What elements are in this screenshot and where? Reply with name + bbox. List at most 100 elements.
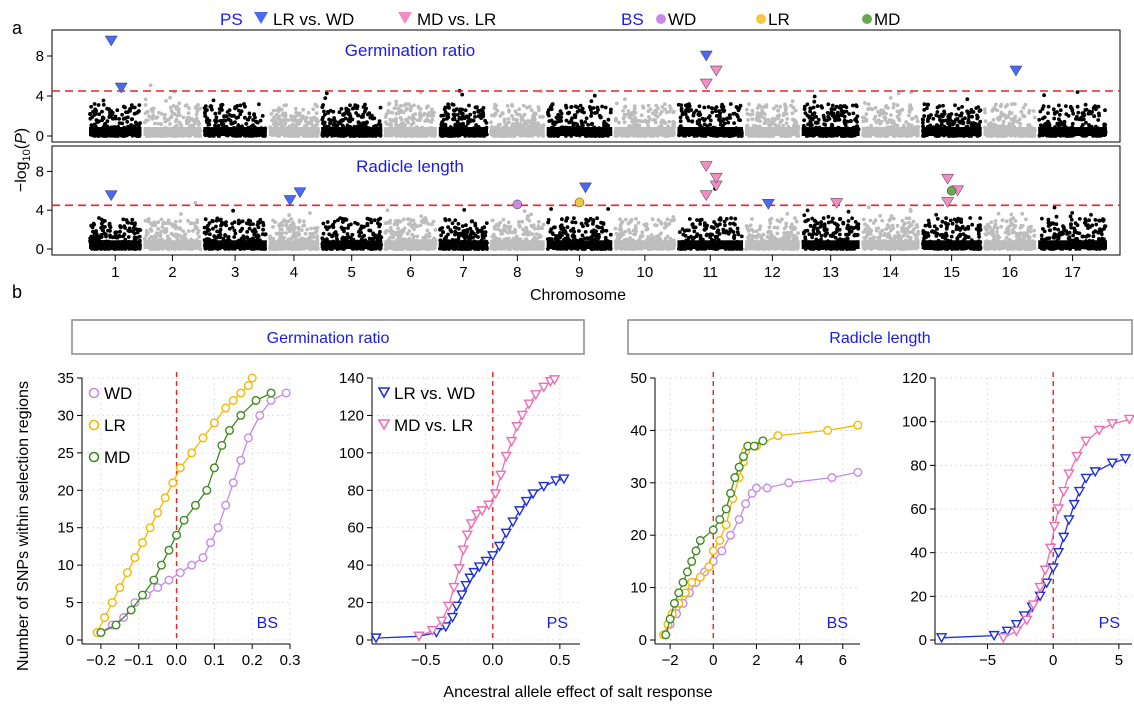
snp-point — [1019, 109, 1024, 114]
snp-point — [159, 112, 164, 116]
snp-point — [207, 122, 212, 127]
snp-point — [175, 233, 180, 237]
snp-point — [247, 226, 252, 231]
snp-point — [694, 108, 699, 113]
snp-point — [348, 119, 353, 124]
snp-point — [170, 111, 175, 115]
snp-point — [236, 123, 241, 128]
snp-point — [452, 108, 456, 113]
snp-point — [309, 234, 314, 239]
snp-point — [520, 115, 525, 119]
snp-density-block — [546, 127, 613, 136]
snp-point — [133, 221, 137, 226]
snp-point — [192, 221, 197, 226]
snp-point — [164, 221, 169, 226]
snp-point — [541, 222, 546, 227]
snp-point — [860, 115, 865, 120]
snp-point — [506, 117, 511, 121]
snp-point — [874, 120, 879, 125]
snp-point — [286, 219, 291, 224]
snp-point — [662, 102, 667, 106]
snp-point — [532, 115, 537, 119]
snp-point — [476, 235, 480, 239]
snp-point — [177, 101, 182, 106]
snp-point — [396, 106, 400, 111]
snp-point — [145, 118, 150, 123]
snp-point — [580, 106, 585, 111]
snp-point — [931, 116, 936, 121]
snp-point — [606, 123, 611, 128]
snp-point — [291, 118, 296, 123]
snp-point — [1052, 116, 1057, 121]
snp-point — [261, 227, 265, 232]
snp-point — [314, 229, 319, 234]
snp-point — [323, 96, 328, 100]
snp-point — [654, 109, 659, 114]
snp-point — [1027, 110, 1031, 115]
snp-point — [242, 102, 246, 106]
snp-point — [758, 119, 762, 123]
snp-point — [577, 108, 582, 113]
snp-point — [362, 224, 367, 229]
snp-point — [320, 105, 325, 109]
snp-point — [751, 124, 756, 128]
snp-point — [219, 220, 224, 225]
snp-density-block — [268, 240, 320, 249]
snp-point — [640, 104, 645, 109]
snp-point — [156, 227, 161, 231]
snp-point — [891, 102, 896, 107]
snp-point — [108, 229, 112, 233]
snp-point — [622, 120, 627, 125]
snp-point — [1075, 90, 1080, 94]
snp-point — [957, 119, 961, 124]
snp-point — [175, 236, 179, 240]
snp-density-block — [745, 127, 800, 136]
snp-density-block — [321, 240, 383, 249]
snp-point — [1032, 115, 1037, 120]
snp-point — [653, 113, 658, 118]
snp-point — [784, 121, 789, 126]
snp-point — [315, 226, 320, 230]
chromosome-11-points-panel-1 — [676, 102, 744, 138]
snp-point — [869, 123, 873, 128]
snp-point — [707, 114, 712, 118]
snp-point — [185, 121, 189, 126]
snp-point — [505, 104, 510, 108]
snp-point — [418, 223, 423, 228]
snp-point — [293, 107, 298, 111]
snp-point — [728, 116, 733, 120]
snp-density-block — [438, 127, 489, 136]
legend-bs-label: BS — [621, 10, 644, 29]
snp-point — [232, 220, 237, 225]
snp-point — [873, 114, 878, 119]
snp-point — [838, 104, 843, 108]
snp-point — [136, 110, 141, 114]
snp-point — [587, 105, 592, 109]
legend-dot-md — [862, 14, 872, 24]
snp-point — [430, 110, 434, 114]
snp-point — [152, 220, 157, 225]
snp-point — [960, 117, 965, 122]
snp-point — [530, 121, 535, 126]
snp-point — [484, 221, 489, 226]
snp-point — [169, 231, 174, 236]
snp-point — [186, 111, 191, 115]
snp-point — [811, 105, 816, 110]
snp-point — [1021, 114, 1026, 119]
y-tick-label: 0 — [36, 128, 44, 145]
chromosome-3-points-panel-1 — [202, 98, 268, 138]
snp-point — [1046, 104, 1051, 109]
snp-point — [247, 111, 252, 116]
snp-point — [888, 96, 893, 100]
snp-point — [186, 229, 191, 234]
snp-point — [844, 109, 849, 114]
snp-point — [935, 105, 940, 110]
snp-point — [426, 111, 431, 115]
snp-point — [507, 110, 511, 114]
snp-point — [536, 108, 541, 113]
snp-point — [831, 111, 836, 116]
snp-point — [732, 121, 736, 125]
snp-point — [992, 105, 997, 110]
snp-point — [663, 107, 667, 112]
